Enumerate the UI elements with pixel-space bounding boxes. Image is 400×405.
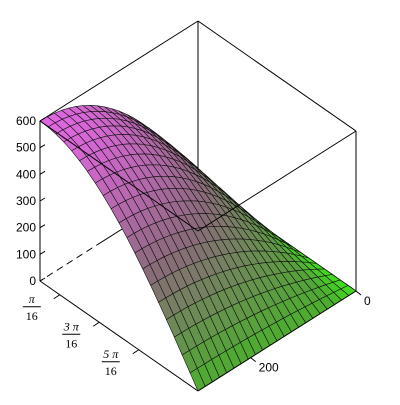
theta-tick-denominator: 16 (26, 309, 38, 323)
v-tick (250, 357, 256, 363)
surface-mesh (39, 105, 357, 392)
z-tick-label: 0 (29, 274, 36, 288)
v-axis: 0 200 (250, 290, 371, 375)
box-edge (197, 290, 357, 392)
theta-tick-numerator: 5 π (103, 347, 119, 361)
z-axis: 0 100 200 300 400 500 600 (16, 114, 46, 288)
z-tick (39, 170, 46, 175)
theta-axis: π 16 3 π 16 5 π 16 (22, 292, 140, 378)
z-tick-label: 300 (16, 194, 36, 208)
theta-tick-numerator: 3 π (63, 319, 80, 333)
theta-tick (53, 294, 61, 300)
z-tick (39, 250, 46, 255)
theta-tick-denominator: 16 (65, 336, 77, 350)
z-tick (39, 197, 46, 202)
box-edge (197, 130, 357, 232)
z-tick (39, 277, 46, 282)
z-tick (39, 117, 46, 122)
box-edge (39, 120, 199, 232)
theta-tick-numerator: π (29, 292, 36, 306)
v-tick (355, 290, 362, 296)
z-tick (39, 224, 46, 229)
box-edge (39, 20, 199, 122)
v-tick-label: 0 (364, 294, 371, 308)
v-tick-label: 200 (259, 361, 279, 375)
theta-tick-denominator: 16 (105, 364, 117, 378)
theta-tick (92, 321, 100, 327)
z-tick-label: 500 (16, 141, 36, 155)
theta-tick (132, 349, 140, 355)
box-edge (197, 20, 357, 132)
z-tick (39, 144, 46, 149)
z-tick-label: 600 (16, 114, 36, 128)
z-tick-label: 200 (16, 221, 36, 235)
z-tick-label: 100 (16, 247, 36, 261)
box-edge (39, 280, 199, 392)
z-tick-label: 400 (16, 167, 36, 181)
